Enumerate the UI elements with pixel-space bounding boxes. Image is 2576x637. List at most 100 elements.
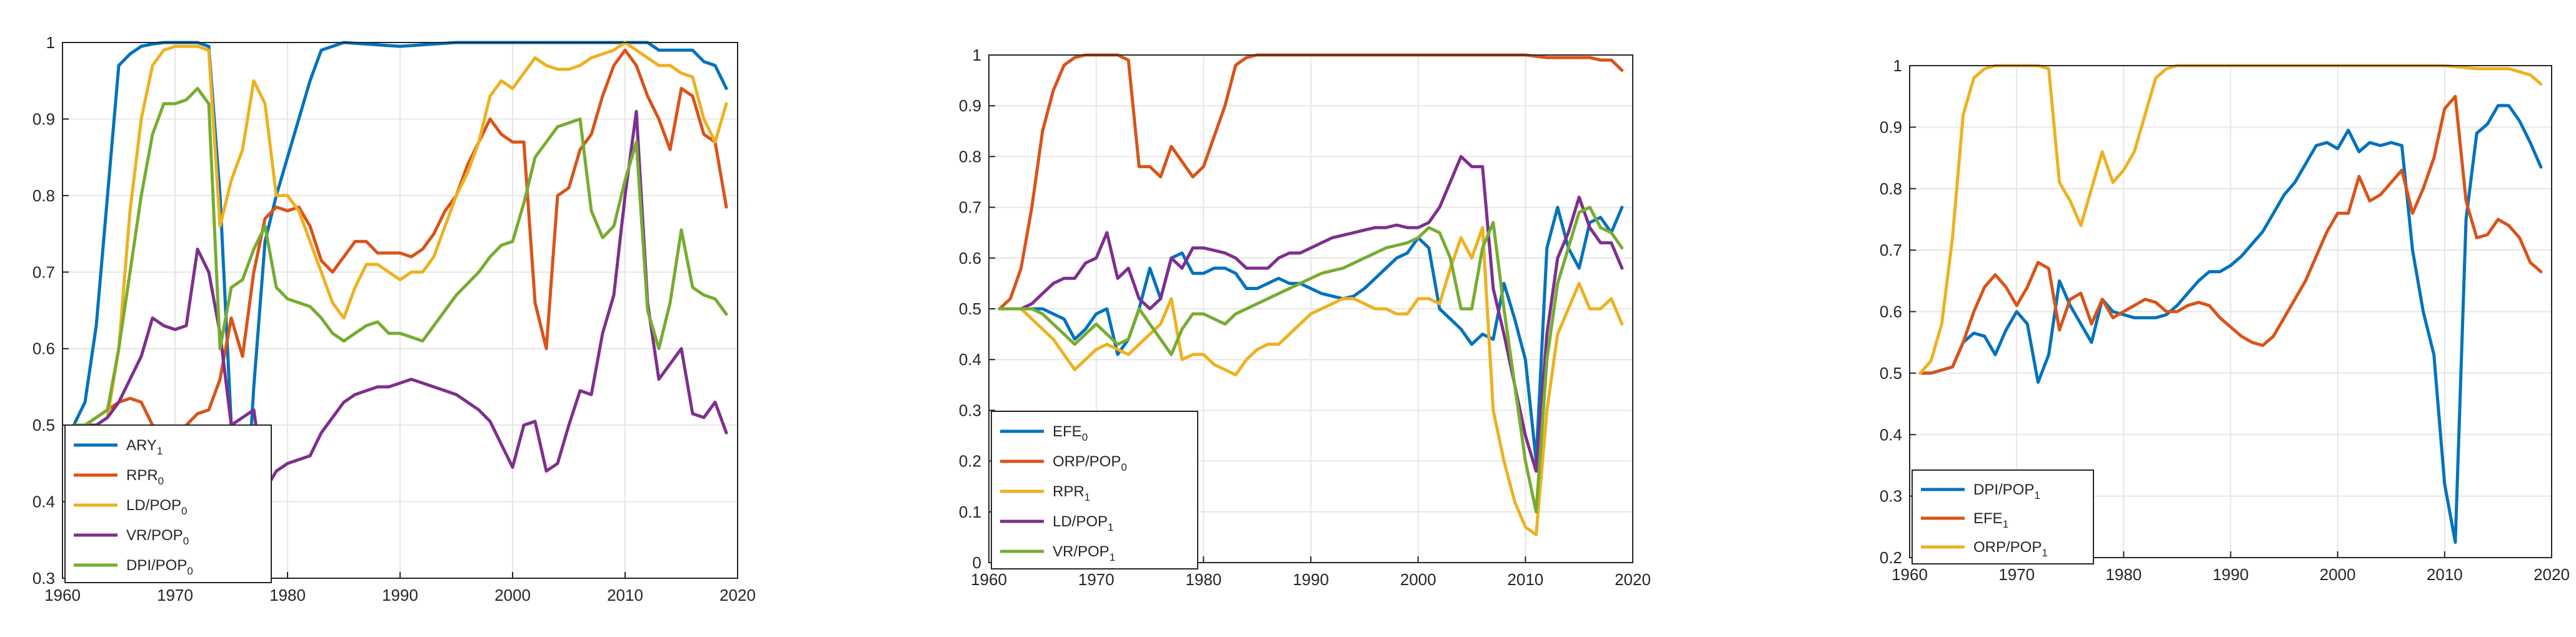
legend-entry: VR/POP1 — [1053, 543, 1115, 563]
y-tick-label: 1 — [46, 33, 55, 52]
x-tick-label: 1970 — [1998, 565, 2035, 584]
legend-entry-text: LD/POP — [126, 497, 181, 514]
series-line-efe-0 — [998, 206, 1624, 463]
legend-entry: EFE1 — [1973, 510, 2008, 530]
x-tick-label: 2020 — [2533, 565, 2570, 584]
legend-entry-subscript: 0 — [181, 505, 187, 517]
y-tick-label: 0.6 — [33, 339, 55, 358]
legend-entry: LD/POP1 — [1053, 513, 1114, 533]
legend-entry-text: LD/POP — [1053, 513, 1108, 530]
y-tick-label: 0.7 — [1880, 241, 1902, 259]
y-tick-label: 0.8 — [33, 186, 55, 205]
y-tick-label: 0 — [973, 553, 981, 572]
chart-panel-1: 1960 1970 1980 1990 2000 2010 2020 0.3 0.4 0.5 0.6… — [33, 33, 756, 604]
y-tick-label: 0.1 — [959, 503, 981, 521]
y-tick-label: 0.8 — [959, 147, 981, 166]
x-tick-label: 2000 — [1400, 570, 1436, 589]
x-tick-label: 2010 — [1507, 570, 1543, 589]
x-tick-label: 1990 — [2213, 565, 2249, 584]
legend-entry-text: EFE — [1053, 423, 1082, 440]
legend-entry-subscript: 0 — [158, 475, 164, 487]
y-tick-label: 0.3 — [1880, 487, 1902, 506]
legend-entry-subscript: 1 — [1085, 491, 1090, 503]
y-tick-label: 0.2 — [959, 452, 981, 471]
legend-entry-subscript: 0 — [187, 565, 193, 577]
legend-entry-text: RPR — [126, 467, 158, 484]
y-tick-label: 0.9 — [959, 96, 981, 115]
legend-entry: VR/POP0 — [126, 527, 189, 547]
legend-entry-subscript: 0 — [1121, 461, 1126, 473]
y-tick-label: 0.4 — [1880, 425, 1902, 444]
series-line-dpi-pop-1 — [1918, 104, 2543, 544]
y-tick-label: 0.9 — [1880, 118, 1902, 136]
y-tick-label: 0.3 — [959, 401, 981, 419]
legend-entry: RPR0 — [126, 467, 164, 487]
legend-entry-text: DPI/POP — [1973, 481, 2034, 498]
legend-entry: EFE0 — [1053, 423, 1088, 443]
legend-entry-text: VR/POP — [1053, 543, 1110, 560]
legend-entry-subscript: 1 — [2034, 489, 2040, 501]
y-tick-label: 0.3 — [33, 569, 55, 588]
x-tick-label: 1990 — [382, 586, 418, 604]
x-tick-label: 1990 — [1293, 570, 1329, 589]
x-tick-label: 1960 — [971, 570, 1007, 589]
legend-entry-subscript: 1 — [2003, 518, 2008, 530]
x-tick-label: 2020 — [1615, 570, 1651, 589]
legend-entry-text: RPR — [1053, 483, 1085, 500]
x-tick-label: 2020 — [719, 586, 756, 604]
legend-entry-text: VR/POP — [126, 527, 183, 544]
chart-panel-3: 1960 1970 1980 1990 2000 2010 2020 0.2 0.3 0.4 0.5… — [1880, 56, 2570, 584]
legend-entry-subscript: 1 — [157, 445, 163, 457]
y-tick-label: 0.6 — [1880, 303, 1902, 321]
legend-entry-subscript: 1 — [2042, 547, 2047, 559]
x-tick-label: 1980 — [1185, 570, 1221, 589]
series-line-rpr-1 — [998, 226, 1624, 536]
y-tick-label: 0.5 — [959, 299, 981, 318]
x-tick-label: 2000 — [2320, 565, 2356, 584]
legend-entry: RPR1 — [1053, 483, 1090, 503]
series-line-dpi-pop-0 — [72, 87, 728, 427]
y-tick-label: 0.2 — [1880, 548, 1902, 567]
y-tick-label: 0.6 — [959, 249, 981, 268]
legend-entry-text: ORP/POP — [1973, 539, 2042, 556]
x-tick-label: 1960 — [1892, 565, 1928, 584]
y-tick-label: 1 — [973, 46, 981, 64]
legend-entry-text: DPI/POP — [126, 557, 187, 574]
chart-panel-2: 1960 1970 1980 1990 2000 2010 2020 0 0.1 0.2 0.3 0.… — [959, 46, 1651, 589]
legend-entry: ORP/POP0 — [1053, 453, 1127, 473]
x-tick-label: 1970 — [157, 586, 193, 604]
legend-entry-text: ARY — [126, 437, 157, 454]
series-line-ary-1 — [72, 41, 728, 573]
series-line-vr-pop-1 — [998, 206, 1624, 514]
legend-entry-subscript: 1 — [1108, 521, 1113, 533]
x-tick-label: 1970 — [1078, 570, 1115, 589]
series-line-vr-pop-0 — [72, 109, 728, 492]
legend-entry-subscript: 0 — [1082, 431, 1088, 443]
y-tick-label: 0.7 — [33, 263, 55, 281]
legend-entry: DPI/POP1 — [1973, 481, 2040, 501]
legend-entry-subscript: 0 — [183, 535, 189, 547]
legend-entry: DPI/POP0 — [126, 557, 193, 577]
y-tick-label: 0.5 — [1880, 364, 1902, 383]
y-tick-label: 0.8 — [1880, 179, 1902, 198]
x-tick-label: 1980 — [2105, 565, 2142, 584]
legend-entry: ARY1 — [126, 437, 163, 457]
x-tick-label: 2010 — [2427, 565, 2463, 584]
series-line-ld-pop-0 — [72, 41, 728, 427]
legend-entry: LD/POP0 — [126, 497, 188, 517]
y-tick-label: 0.7 — [959, 198, 981, 217]
y-tick-label: 0.9 — [33, 109, 55, 128]
y-tick-label: 0.4 — [33, 493, 55, 511]
series-line-efe-1 — [1918, 94, 2543, 375]
y-tick-label: 0.5 — [33, 416, 55, 434]
legend-entry-text: EFE — [1973, 510, 2003, 527]
x-tick-label: 1960 — [44, 586, 81, 604]
x-tick-label: 1980 — [269, 586, 306, 604]
x-tick-label: 2000 — [494, 586, 531, 604]
legend-entry: ORP/POP1 — [1973, 539, 2048, 559]
x-tick-label: 2010 — [607, 586, 643, 604]
